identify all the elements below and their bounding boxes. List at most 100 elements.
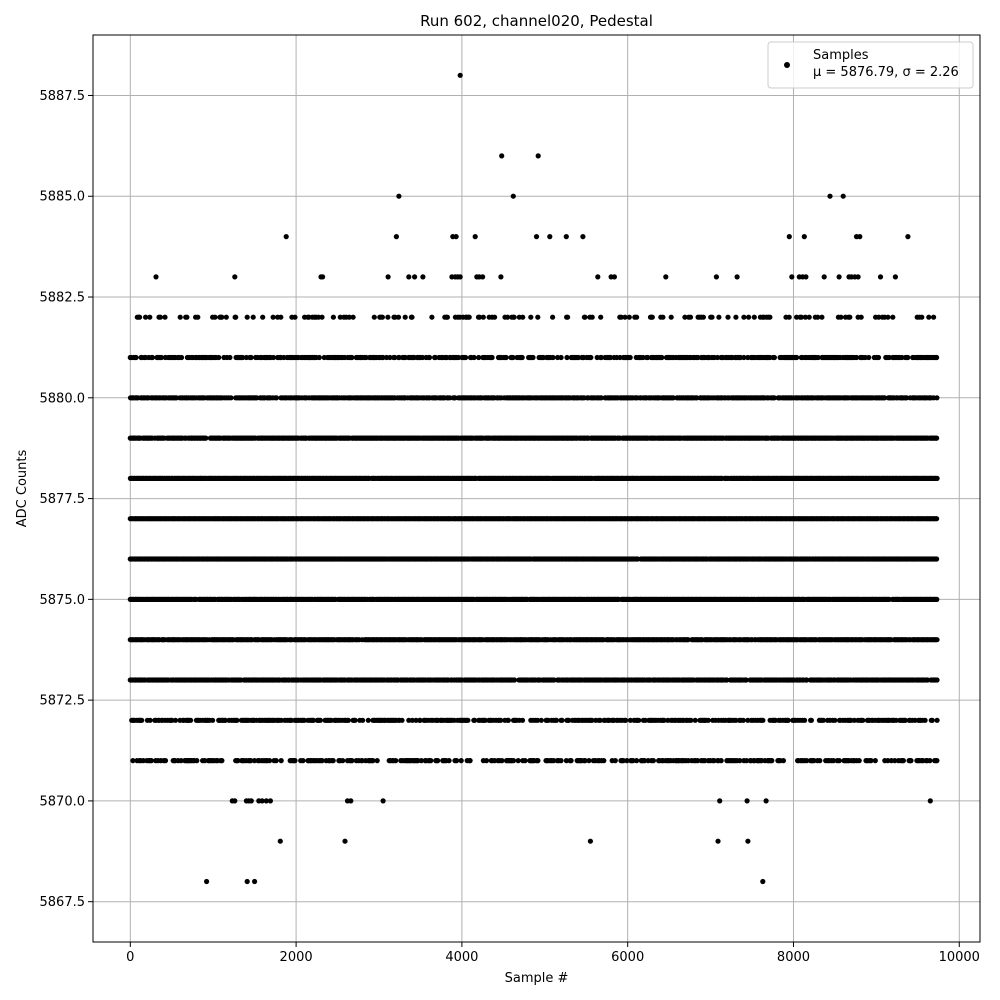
data-point [559,717,565,723]
data-point [194,758,200,764]
data-point [836,758,842,764]
data-point [472,717,478,723]
data-point [413,717,419,723]
data-point [273,758,279,764]
data-point [733,717,739,723]
data-point [558,758,564,764]
data-point [380,798,386,804]
data-point [292,758,298,764]
data-point [695,758,701,764]
data-point [301,717,307,723]
data-point [267,798,273,804]
data-point [623,717,629,723]
data-point [642,717,648,723]
data-point [929,717,935,723]
data-point [642,758,648,764]
data-point [202,758,208,764]
data-point [365,717,371,723]
data-point [458,758,464,764]
data-point [860,717,866,723]
data-point [515,758,521,764]
data-point [763,798,769,804]
data-point [317,717,323,723]
data-point [661,717,667,723]
data-point [535,758,541,764]
data-point [934,677,940,683]
data-point [188,717,194,723]
data-point [499,758,505,764]
data-point [902,717,908,723]
data-point [908,758,914,764]
data-point [210,717,216,723]
data-point [483,758,490,764]
data-point [692,717,698,723]
data-point [718,758,724,764]
data-point [624,758,630,764]
data-point [232,798,238,804]
data-point [715,838,721,844]
data-point [465,717,471,723]
data-point [893,717,899,723]
data-point [688,717,694,723]
data-point [636,717,642,723]
data-point [409,717,415,723]
data-point [589,717,595,723]
data-point [244,878,250,885]
data-point [620,758,626,764]
data-point [785,717,791,723]
data-point [892,758,898,764]
data-point [204,878,210,885]
data-point [769,758,775,764]
data-point [627,717,634,723]
data-point [566,717,572,723]
data-point [277,838,283,844]
data-point [804,677,810,683]
data-point [252,878,258,885]
data-point [900,758,907,764]
data-point [934,475,940,481]
data-point [345,717,351,723]
data-point [872,758,878,764]
data-point [743,758,750,764]
data-point [510,758,517,764]
data-point [418,758,424,764]
data-point [352,717,358,723]
data-point [780,758,787,764]
data-point [553,717,560,723]
data-point [856,758,862,764]
data-point [650,758,657,764]
data-point [586,758,592,764]
data-point [711,758,717,764]
data-point [802,717,808,723]
data-point [927,758,933,764]
data-point [482,717,488,723]
data-point [234,717,240,723]
data-point [868,758,874,764]
data-point [551,758,557,764]
data-point [522,758,528,764]
data-point [300,758,306,764]
data-point [519,717,526,723]
data-point [399,717,405,723]
data-point [147,717,153,723]
data-point [934,556,940,562]
data-point [349,758,355,764]
data-point [743,677,749,683]
data-point [808,717,815,723]
data-point [934,637,940,643]
data-point [178,758,184,764]
data-points [127,72,940,885]
data-point [745,838,751,844]
data-point [446,758,452,764]
data-point [148,758,154,764]
data-point [612,758,618,764]
data-point [534,717,541,723]
data-point [505,717,511,723]
data-point [360,717,366,723]
data-point [634,758,640,764]
data-point [934,596,940,603]
data-point [342,838,348,844]
data-point [330,758,336,764]
